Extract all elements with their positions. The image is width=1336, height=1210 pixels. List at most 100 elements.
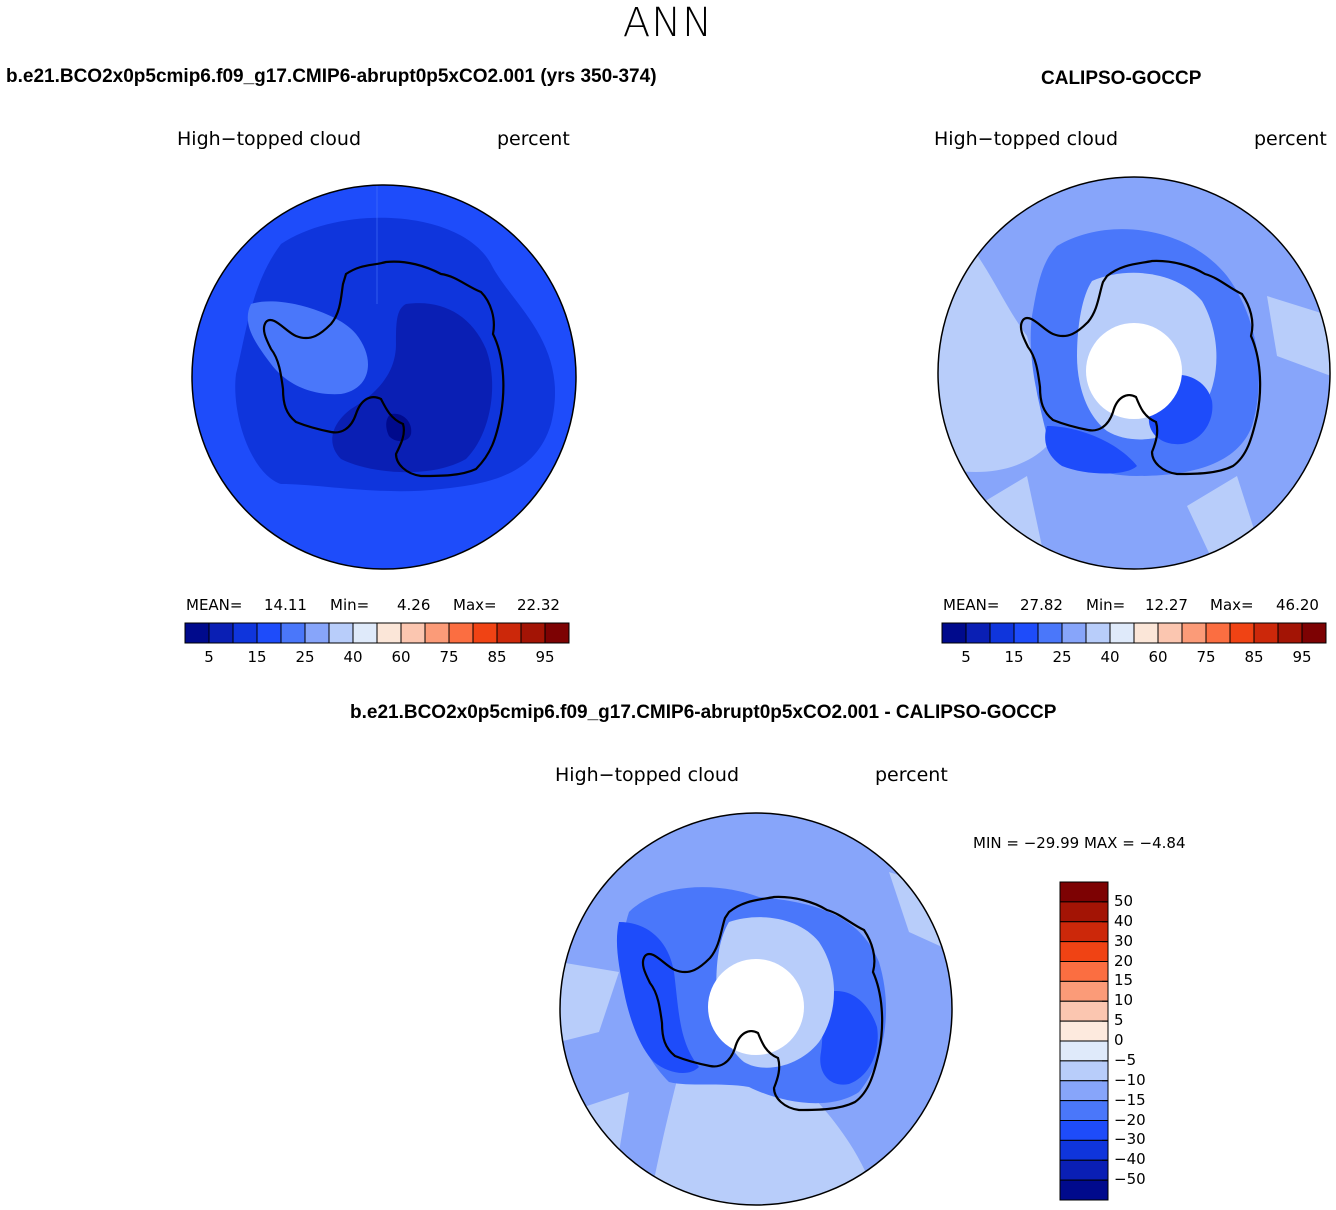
- colorbar-swatch: [1059, 941, 1109, 962]
- colorbar-swatch: [496, 622, 522, 644]
- colorbar-swatch: [1059, 921, 1109, 943]
- model-mean-value: 14.11: [264, 596, 307, 614]
- model-max-label: Max=: [453, 596, 497, 614]
- model-units-label: percent: [497, 128, 570, 150]
- colorbar-swatch: [1059, 1040, 1109, 1062]
- obs-variable-label: High−topped cloud: [934, 128, 1119, 150]
- colorbar-tick-label: 5: [204, 648, 214, 666]
- obs-max-value: 46.20: [1276, 596, 1319, 614]
- model-field-min: [386, 413, 412, 442]
- page-title: ANN: [622, 0, 714, 46]
- colorbar-swatch: [1013, 622, 1039, 644]
- model-min-value: 4.26: [397, 596, 431, 614]
- colorbar-tick-label: 85: [487, 648, 507, 666]
- colorbar-swatch: [472, 622, 498, 644]
- colorbar-tick-label: 15: [1114, 971, 1134, 990]
- model-case-title: b.e21.BCO2x0p5cmip6.f09_g17.CMIP6-abrupt…: [6, 66, 657, 87]
- model-mean-label: MEAN=: [186, 596, 243, 614]
- obs-max-label: Max=: [1210, 596, 1254, 614]
- colorbar-swatch: [1157, 622, 1183, 644]
- model-variable-label: High−topped cloud: [177, 128, 362, 150]
- colorbar-swatch: [941, 622, 967, 644]
- colorbar-swatch: [1059, 1080, 1109, 1102]
- colorbar-swatch: [1059, 901, 1109, 923]
- colorbar-swatch: [1059, 1179, 1109, 1201]
- colorbar-swatch: [1059, 961, 1109, 982]
- colorbar-swatch: [376, 622, 402, 644]
- colorbar-tick-label: 20: [1114, 951, 1134, 970]
- colorbar-tick-label: 95: [1292, 648, 1312, 666]
- diff-field-dark-east: [820, 991, 878, 1085]
- model-coastline: [262, 260, 505, 478]
- model-polar-map: [191, 184, 577, 570]
- colorbar-swatch: [1253, 622, 1279, 644]
- colorbar-tick-label: 60: [391, 648, 411, 666]
- colorbar-swatch: [520, 622, 546, 644]
- colorbar-tick-label: 0: [1114, 1031, 1124, 1049]
- colorbar-tick-label: −5: [1114, 1050, 1137, 1069]
- colorbar-tick-label: 60: [1148, 648, 1168, 666]
- colorbar-swatch: [304, 622, 330, 644]
- colorbar-tick-label: 15: [247, 648, 267, 666]
- obs-case-title: CALIPSO-GOCCP: [1041, 68, 1202, 89]
- colorbar-swatch: [328, 622, 354, 644]
- colorbar-swatch: [965, 622, 991, 644]
- diff-polar-map: [559, 812, 953, 1206]
- obs-field-light-west: [938, 216, 1050, 472]
- obs-mean-label: MEAN=: [943, 596, 1000, 614]
- obs-units-label: percent: [1254, 128, 1327, 150]
- colorbar-tick-label: 30: [1114, 931, 1134, 950]
- colorbar-tick-label: 75: [1196, 648, 1216, 666]
- model-max-value: 22.32: [517, 596, 560, 614]
- colorbar-swatch: [1059, 1100, 1109, 1121]
- colorbar-swatch: [1277, 622, 1303, 644]
- colorbar-swatch: [352, 622, 378, 644]
- colorbar-swatch: [280, 622, 306, 644]
- colorbar-swatch: [184, 622, 210, 644]
- colorbar-tick-label: −50: [1114, 1170, 1146, 1189]
- colorbar-swatch: [448, 622, 474, 644]
- diff-pole-hole: [708, 959, 804, 1055]
- colorbar-swatch: [1205, 622, 1231, 644]
- colorbar-tick-label: 40: [1114, 911, 1134, 930]
- obs-mean-value: 27.82: [1020, 596, 1063, 614]
- diff-variable-label: High−topped cloud: [555, 764, 740, 786]
- diff-minmax-text: MIN = −29.99 MAX = −4.84: [973, 834, 1186, 852]
- colorbar-swatch: [1059, 1000, 1109, 1022]
- colorbar-swatch: [1037, 622, 1063, 644]
- diff-coastline: [641, 895, 884, 1112]
- colorbar-tick-label: −10: [1114, 1070, 1146, 1089]
- colorbar-tick-label: −15: [1114, 1090, 1146, 1109]
- colorbar-swatch: [256, 622, 282, 644]
- colorbar-tick-label: −20: [1114, 1110, 1146, 1129]
- colorbar-swatch: [424, 622, 450, 644]
- colorbar-swatch: [1133, 622, 1159, 644]
- diff-colorbar: [1059, 881, 1109, 1201]
- colorbar-swatch: [1181, 622, 1207, 644]
- colorbar-swatch: [400, 622, 426, 644]
- colorbar-tick-label: −40: [1114, 1150, 1146, 1169]
- colorbar-swatch: [1059, 1159, 1109, 1181]
- colorbar-swatch: [1109, 622, 1135, 644]
- colorbar-tick-label: 85: [1244, 648, 1264, 666]
- colorbar-tick-label: 75: [439, 648, 459, 666]
- colorbar-tick-label: 25: [295, 648, 315, 666]
- colorbar-swatch: [1229, 622, 1255, 644]
- obs-colorbar: [941, 622, 1327, 644]
- colorbar-tick-label: 5: [961, 648, 971, 666]
- colorbar-swatch: [989, 622, 1015, 644]
- colorbar-tick-label: 5: [1114, 1011, 1124, 1030]
- colorbar-swatch: [1059, 1020, 1109, 1042]
- colorbar-swatch: [1059, 1120, 1109, 1141]
- colorbar-swatch: [1059, 980, 1109, 1002]
- model-min-label: Min=: [330, 596, 370, 614]
- colorbar-swatch: [1059, 1060, 1109, 1082]
- obs-field-dark-south: [1045, 426, 1137, 474]
- colorbar-swatch: [208, 622, 234, 644]
- colorbar-swatch: [1085, 622, 1111, 644]
- colorbar-tick-label: 40: [1100, 648, 1120, 666]
- colorbar-tick-label: 50: [1114, 891, 1134, 910]
- colorbar-tick-label: 25: [1052, 648, 1072, 666]
- colorbar-swatch: [232, 622, 258, 644]
- colorbar-swatch: [544, 622, 570, 644]
